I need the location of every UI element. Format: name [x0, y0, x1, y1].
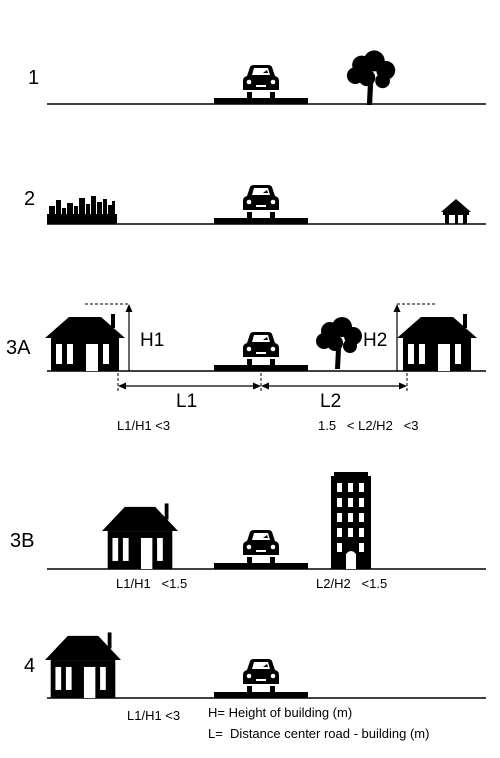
- l1-label: L1: [176, 391, 197, 412]
- car-icon: [243, 659, 279, 692]
- ratio-l2-h2: 1.5 < L2/H2 <3: [318, 418, 418, 433]
- l2-label: L2: [320, 391, 341, 412]
- pavilion-icon: [441, 199, 471, 224]
- ratio-l2-h2: L2/H2 <1.5: [316, 576, 387, 591]
- row-3a-label: 3A: [6, 337, 31, 359]
- car-icon: [243, 332, 279, 365]
- row-2: 2: [24, 185, 486, 225]
- tree-icon: [316, 317, 362, 369]
- house-icon: [45, 314, 125, 371]
- car-icon: [243, 185, 279, 218]
- house-icon: [102, 503, 178, 569]
- car-icon: [243, 530, 279, 563]
- row-1-label: 1: [28, 67, 39, 89]
- h2-label: H2: [363, 330, 387, 351]
- row-3b-label: 3B: [10, 530, 34, 552]
- arrow-head-icon: [118, 382, 126, 390]
- tree-icon: [346, 50, 396, 105]
- row-1: 1: [28, 50, 486, 105]
- legend-distance: L= Distance center road - building (m): [208, 726, 429, 741]
- house-icon: [397, 314, 477, 371]
- house-icon: [45, 632, 121, 698]
- city-skyline-icon: [47, 196, 117, 224]
- row-3a: 3A H1 H2 L1 L2 L1/H1 <3 1.5 < L2/H2 <3: [6, 303, 486, 433]
- arrow-head-icon: [261, 382, 269, 390]
- ratio-l1-h1: L1/H1 <3: [117, 418, 170, 433]
- legend: H= Height of building (m) L= Distance ce…: [208, 705, 429, 741]
- row-2-label: 2: [24, 188, 35, 210]
- car-icon: [243, 65, 279, 98]
- row-3b: 3B L1/H1 <1.5 L2/H2 <1.5: [10, 472, 486, 591]
- h1-label: H1: [140, 330, 164, 351]
- apartment-building-icon: [331, 472, 371, 569]
- ratio-l1-h1: L1/H1 <3: [127, 708, 180, 723]
- arrow-head-icon: [393, 304, 401, 312]
- road: [214, 692, 308, 698]
- row-4-label: 4: [24, 655, 35, 677]
- arrow-head-icon: [125, 304, 133, 312]
- road: [214, 365, 308, 371]
- ratio-l1-h1: L1/H1 <1.5: [116, 576, 187, 591]
- road: [214, 218, 308, 224]
- arrow-head-icon: [253, 382, 261, 390]
- legend-height: H= Height of building (m): [208, 705, 352, 720]
- road: [214, 98, 308, 104]
- row-4: 4 L1/H1 <3: [24, 632, 486, 723]
- road: [214, 563, 308, 569]
- arrow-head-icon: [399, 382, 407, 390]
